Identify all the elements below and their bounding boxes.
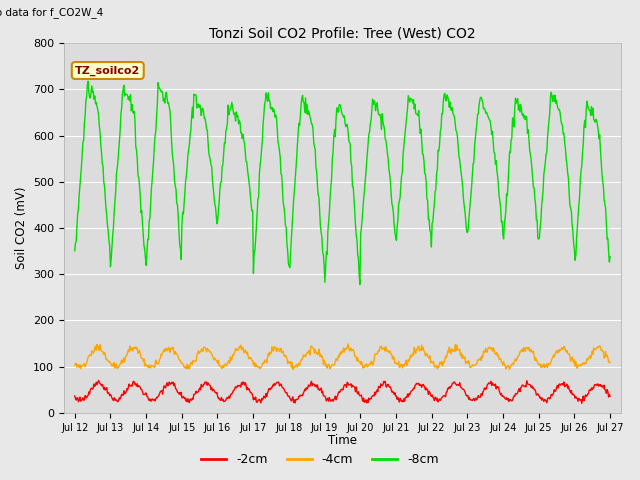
- Title: Tonzi Soil CO2 Profile: Tree (West) CO2: Tonzi Soil CO2 Profile: Tree (West) CO2: [209, 27, 476, 41]
- X-axis label: Time: Time: [328, 434, 357, 447]
- Y-axis label: Soil CO2 (mV): Soil CO2 (mV): [15, 187, 28, 269]
- Text: TZ_soilco2: TZ_soilco2: [75, 65, 140, 76]
- Text: No data for f_CO2W_4: No data for f_CO2W_4: [0, 7, 103, 18]
- Legend: -2cm, -4cm, -8cm: -2cm, -4cm, -8cm: [196, 448, 444, 471]
